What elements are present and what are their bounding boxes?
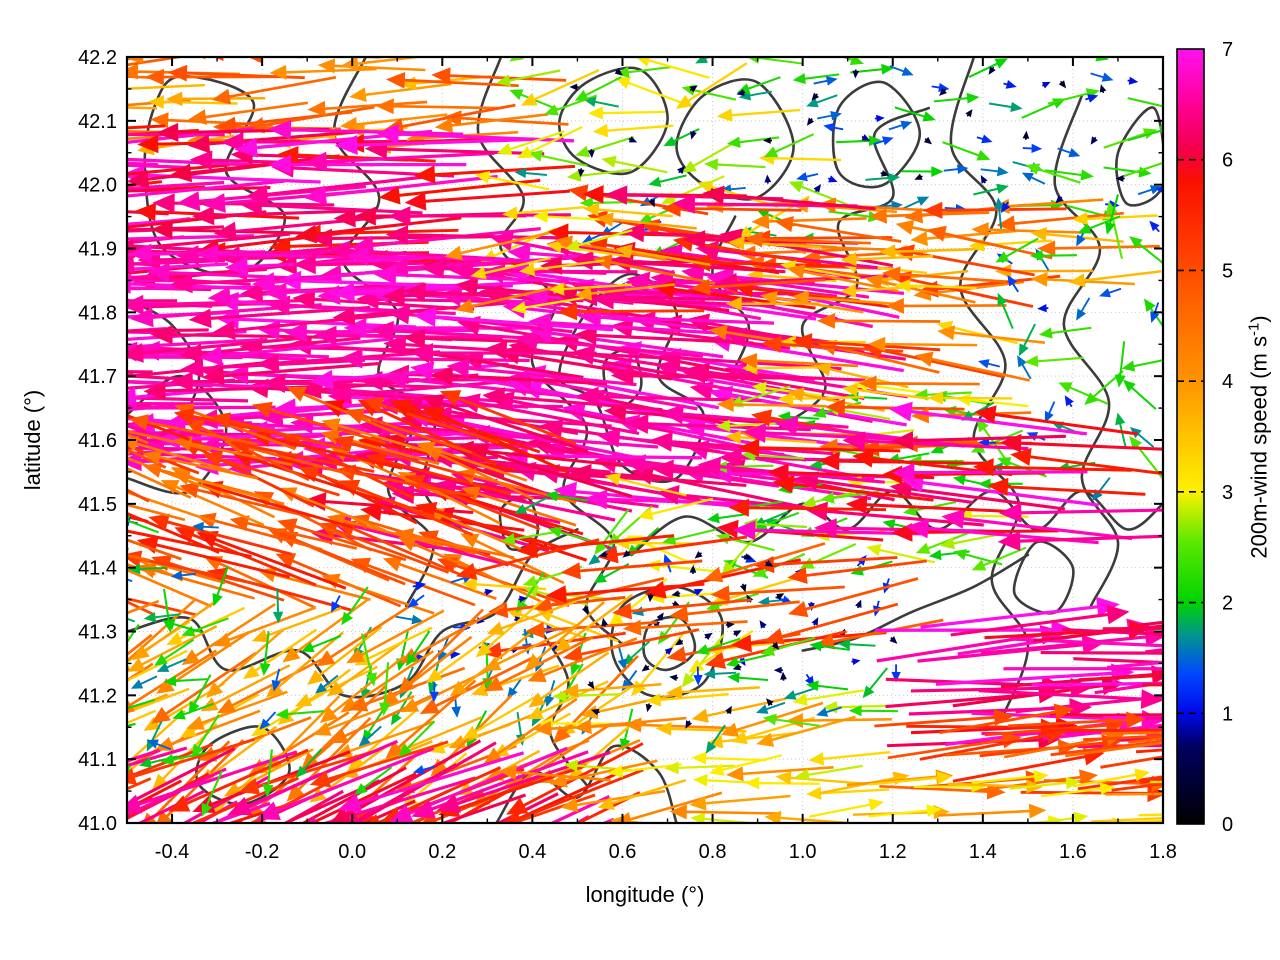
colorbar-tick-label: 4 xyxy=(1222,371,1233,393)
y-tick-label: 42.0 xyxy=(78,175,117,197)
y-tick-label: 42.1 xyxy=(78,111,117,133)
colorbar-tick-label: 1 xyxy=(1222,703,1233,725)
quiver-region-n-transition xyxy=(444,202,716,314)
colorbar-border xyxy=(1176,48,1205,825)
colorbar-label-superscript: -1 xyxy=(1245,322,1263,337)
x-tick-label: -0.4 xyxy=(155,841,189,863)
y-tick-label: 41.2 xyxy=(78,685,117,707)
x-tick-label: 1.8 xyxy=(1149,841,1177,863)
x-tick-labels: -0.4 -0.2 0.0 0.2 0.4 0.6 0.8 1.0 1.2 1.4 1.6 1.8 xyxy=(155,841,1177,863)
colorbar-tick-label: 3 xyxy=(1222,482,1233,504)
x-tick-label: 0.6 xyxy=(609,841,637,863)
x-tick-label: 0.4 xyxy=(518,841,546,863)
colorbar-gradient xyxy=(1177,49,1204,824)
colorbar-label-suffix: ) xyxy=(1246,315,1272,323)
quiver-region-w-red xyxy=(127,386,577,617)
y-tick-label: 41.6 xyxy=(78,430,117,452)
x-tick-label: 0.0 xyxy=(338,841,366,863)
quiver-region-se-jet-upper xyxy=(875,596,1163,750)
x-tick-label: 0.8 xyxy=(699,841,727,863)
colorbar-tick-label: 2 xyxy=(1222,593,1233,615)
y-tick-label: 41.4 xyxy=(78,558,117,580)
colorbar-tick-label: 7 xyxy=(1222,39,1233,61)
x-tick-label: 1.0 xyxy=(789,841,817,863)
y-tick-label: 42.2 xyxy=(78,47,117,69)
colorbar xyxy=(1176,48,1205,825)
y-tick-label: 41.9 xyxy=(78,239,117,261)
quiver-region-navy-dots xyxy=(581,550,787,729)
y-tick-label: 41.0 xyxy=(78,813,117,835)
quiver-region-e-sparse xyxy=(960,163,1163,502)
quiver-region-e-jet-out xyxy=(697,401,1163,551)
quiver-region-s-center xyxy=(498,683,899,823)
colorbar-tick-label: 6 xyxy=(1222,150,1233,172)
colorbar-label: 200m-wind speed (m s-1) xyxy=(1245,315,1272,558)
y-tick-label: 41.3 xyxy=(78,622,117,644)
wind-vectors xyxy=(127,57,1163,823)
colorbar-tick-label: 0 xyxy=(1222,814,1233,836)
colorbar-label-prefix: 200m-wind speed (m s xyxy=(1246,336,1272,559)
quiver-region-se-bottom xyxy=(809,768,1163,823)
y-tick-label: 41.7 xyxy=(78,366,117,388)
axis-ticks xyxy=(126,56,1164,824)
x-axis-label: longitude (°) xyxy=(585,882,705,907)
x-tick-label: 1.6 xyxy=(1059,841,1087,863)
colorbar-tick-labels: 0 1 2 3 4 5 6 7 xyxy=(1222,39,1233,836)
x-tick-label: 1.2 xyxy=(879,841,907,863)
y-tick-label: 41.5 xyxy=(78,494,117,516)
y-axis-label: latitude (°) xyxy=(20,389,45,491)
x-tick-label: 0.2 xyxy=(428,841,456,863)
y-tick-label: 41.1 xyxy=(78,749,117,771)
quiver-region-sw-magenta xyxy=(127,738,644,823)
colorbar-tick-label: 5 xyxy=(1222,260,1233,282)
quiver-region-top-dots xyxy=(569,66,1125,208)
y-tick-labels: 41.0 41.1 41.2 41.3 41.4 41.5 41.6 41.7 41.8 41.9… xyxy=(78,47,117,835)
x-tick-label: -0.2 xyxy=(245,841,279,863)
quiver-region-w-teal-edge xyxy=(127,515,219,765)
quiver-region-n-center xyxy=(474,57,849,262)
x-tick-label: 1.4 xyxy=(969,841,997,863)
quiver-region-s-green xyxy=(695,636,899,754)
y-tick-label: 41.8 xyxy=(78,302,117,324)
